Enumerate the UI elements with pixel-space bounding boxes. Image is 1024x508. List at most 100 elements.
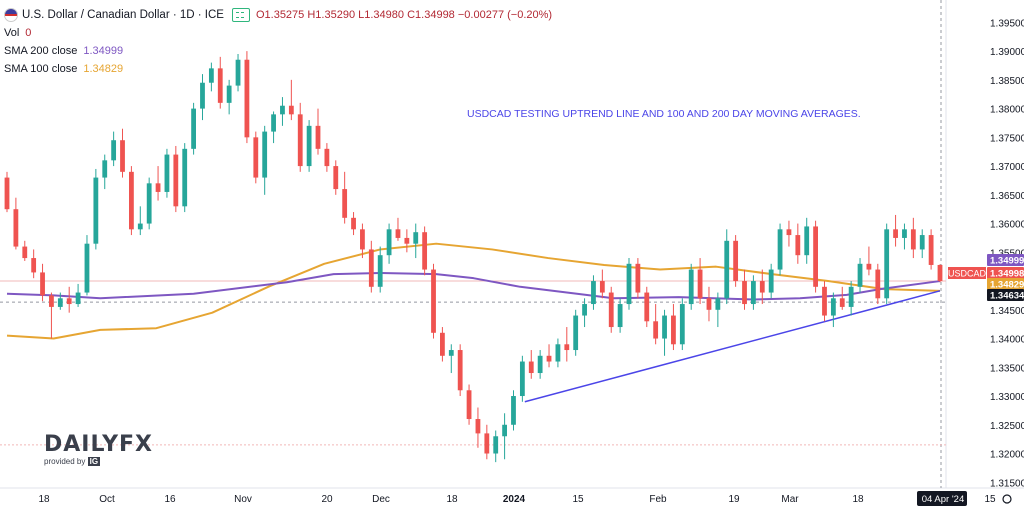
- indicator-sma100[interactable]: SMA 100 close 1.34829: [4, 60, 552, 78]
- candle-body: [120, 140, 125, 172]
- candle-body: [182, 148, 188, 207]
- price-tag: [987, 278, 1024, 290]
- sma200-line: [6, 272, 941, 301]
- x-tick-label: Dec: [372, 494, 390, 505]
- uptrend-line: [524, 290, 941, 403]
- candle-body: [866, 263, 872, 270]
- candle-body: [733, 240, 739, 282]
- symbol-row[interactable]: U.S. Dollar / Canadian Dollar · 1D · ICE…: [4, 6, 552, 24]
- x-tick-label: 16: [164, 494, 176, 505]
- indicator-value: 0: [25, 27, 32, 39]
- y-tick-label: 1.37500: [990, 133, 1024, 144]
- ohlc-change: −0.00277 (−0.20%): [457, 9, 553, 21]
- y-tick-label: 1.32500: [990, 421, 1024, 432]
- x-tick-label: 2024: [503, 494, 526, 505]
- candle-body: [715, 298, 721, 310]
- candle-body: [448, 350, 454, 356]
- x-tick-label: 18: [38, 494, 50, 505]
- candle-body: [573, 315, 579, 351]
- candle-body: [102, 160, 108, 178]
- indicator-sma200[interactable]: SMA 200 close 1.34999: [4, 42, 552, 60]
- candle-body: [591, 281, 596, 305]
- moving-averages: [6, 242, 941, 403]
- candle-body: [884, 229, 890, 299]
- candle-body: [502, 424, 507, 437]
- candle-body: [795, 235, 801, 256]
- y-tick-label: 1.36500: [990, 191, 1024, 202]
- candle-body: [644, 292, 650, 322]
- symbol-tag-label: USDCAD: [948, 269, 987, 279]
- candle-body: [226, 85, 232, 103]
- candle-body: [280, 105, 285, 115]
- candle-body: [697, 269, 703, 299]
- price-tag: [987, 267, 1024, 279]
- candle-body: [191, 108, 196, 149]
- candle-body: [537, 355, 543, 374]
- x-tick-label: Mar: [781, 494, 799, 505]
- candle-body: [937, 264, 943, 282]
- candle-body: [297, 114, 303, 167]
- provided-by-text: provided by: [44, 457, 86, 466]
- x-tick-label: 19: [728, 494, 740, 505]
- provided-by: provided by IG: [44, 457, 153, 466]
- y-tick-label: 1.34500: [990, 306, 1024, 317]
- y-tick-label: 1.33000: [990, 392, 1024, 403]
- y-tick-label: 1.38000: [990, 105, 1024, 116]
- usd-cad-flag-icon: [4, 8, 18, 22]
- y-tick-label: 1.35500: [990, 248, 1024, 259]
- candle-body: [768, 269, 774, 293]
- dailyfx-logo: DAILYFX provided by IG: [44, 432, 153, 466]
- indicator-vol[interactable]: Vol 0: [4, 24, 552, 42]
- dailyfx-wordmark: DAILYFX: [44, 432, 153, 457]
- candle-body: [244, 59, 250, 138]
- y-tick-label: 1.33500: [990, 363, 1024, 374]
- candle-body: [422, 232, 428, 270]
- candle-body: [200, 82, 205, 109]
- candle-body: [93, 177, 99, 244]
- x-tick-label: 20: [321, 494, 333, 505]
- candle-body: [466, 390, 472, 420]
- x-tick-label: 15: [572, 494, 584, 505]
- candle-body: [582, 304, 587, 316]
- candle-body: [617, 304, 623, 328]
- candle-body: [830, 298, 836, 316]
- candle-body: [173, 154, 179, 207]
- indicator-value: 1.34999: [83, 45, 124, 57]
- candle-body: [902, 229, 907, 238]
- settings-gear-icon[interactable]: [1002, 494, 1012, 504]
- candle-body: [457, 350, 463, 391]
- y-tick-label: 1.39000: [990, 47, 1024, 58]
- candle-body: [306, 125, 312, 167]
- price-axis[interactable]: 1.39500 1.39000 1.38500 1.38000 1.37500 1.370…: [990, 18, 1024, 489]
- candle-body: [395, 229, 401, 238]
- time-axis[interactable]: 18 Oct 16 Nov 20 Dec 18 2024 15 Feb 19 Mar 18 04 Apr …: [38, 491, 1012, 506]
- market-status-icon[interactable]: [231, 8, 250, 22]
- indicator-label: SMA 100 close: [4, 63, 78, 75]
- candle-body: [875, 269, 881, 299]
- chart-legend: U.S. Dollar / Canadian Dollar · 1D · ICE…: [4, 6, 552, 78]
- candle-body: [360, 229, 365, 250]
- candle-body: [235, 59, 241, 86]
- candle-body: [839, 298, 845, 307]
- y-tick-label: 1.32000: [990, 450, 1024, 461]
- candle-series: [4, 51, 943, 463]
- candle-body: [555, 344, 561, 362]
- candle-body: [564, 344, 570, 351]
- candle-body: [724, 240, 730, 299]
- candle-body: [662, 315, 667, 339]
- candle-body: [324, 148, 330, 167]
- sma100-line: [6, 242, 941, 340]
- symbol-title: U.S. Dollar / Canadian Dollar · 1D · ICE: [22, 9, 224, 21]
- price-tag-value: 1.34998: [990, 269, 1024, 280]
- candle-body: [288, 105, 294, 115]
- candle-body: [493, 436, 499, 454]
- ohlc-close: C1.34998: [407, 9, 455, 21]
- indicator-label: Vol: [4, 27, 20, 39]
- chart-annotation: USDCAD TESTING UPTREND LINE AND 100 AND …: [467, 108, 861, 120]
- y-tick-label: 1.37000: [990, 162, 1024, 173]
- candle-body: [511, 396, 516, 425]
- candle-body: [777, 229, 783, 270]
- price-tag-value: 1.34829: [990, 280, 1024, 291]
